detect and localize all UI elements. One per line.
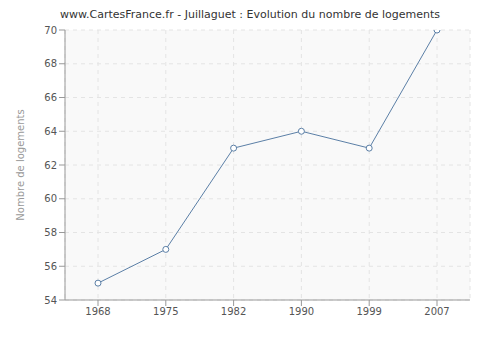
svg-text:2007: 2007 — [424, 306, 449, 317]
svg-text:1999: 1999 — [356, 306, 381, 317]
svg-text:1975: 1975 — [153, 306, 178, 317]
svg-text:58: 58 — [44, 227, 57, 238]
svg-text:64: 64 — [44, 126, 57, 137]
svg-text:1982: 1982 — [221, 306, 246, 317]
svg-text:62: 62 — [44, 160, 57, 171]
svg-text:70: 70 — [44, 25, 57, 36]
svg-text:54: 54 — [44, 295, 57, 306]
html-text:www.CartesFrance.fr - Juillagu: www.CartesFrance.fr - Juillaguet : Evolu… — [60, 8, 440, 21]
svg-text:Nombre de logements: Nombre de logements — [15, 109, 26, 220]
svg-text:1990: 1990 — [289, 306, 314, 317]
svg-text:1968: 1968 — [85, 306, 110, 317]
svg-text:60: 60 — [44, 193, 57, 204]
svg-text:66: 66 — [44, 92, 57, 103]
svg-text:68: 68 — [44, 58, 57, 69]
svg-text:56: 56 — [44, 261, 57, 272]
